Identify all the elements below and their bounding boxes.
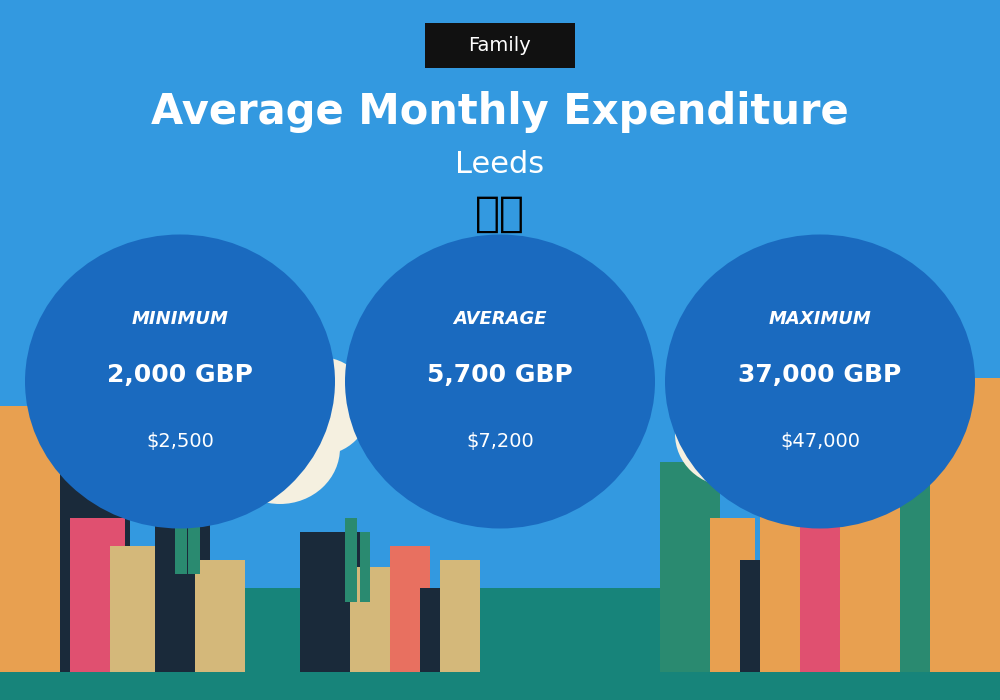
Text: 🇬🇧: 🇬🇧 xyxy=(475,193,525,235)
Text: $7,200: $7,200 xyxy=(466,431,534,451)
Ellipse shape xyxy=(665,234,975,528)
Text: Average Monthly Expenditure: Average Monthly Expenditure xyxy=(151,91,849,133)
Text: 5,700 GBP: 5,700 GBP xyxy=(427,363,573,386)
FancyBboxPatch shape xyxy=(195,560,245,672)
Text: MAXIMUM: MAXIMUM xyxy=(769,309,871,328)
FancyBboxPatch shape xyxy=(425,22,575,69)
Text: MINIMUM: MINIMUM xyxy=(132,309,228,328)
Polygon shape xyxy=(750,389,768,406)
Ellipse shape xyxy=(675,382,785,486)
Polygon shape xyxy=(750,406,768,424)
Text: 37,000 GBP: 37,000 GBP xyxy=(738,363,902,386)
Polygon shape xyxy=(32,402,50,420)
FancyBboxPatch shape xyxy=(440,560,480,672)
FancyBboxPatch shape xyxy=(420,588,450,672)
Ellipse shape xyxy=(220,392,340,504)
Polygon shape xyxy=(732,389,750,406)
Polygon shape xyxy=(732,406,750,424)
FancyBboxPatch shape xyxy=(345,518,357,602)
FancyBboxPatch shape xyxy=(800,476,845,672)
Text: Leeds: Leeds xyxy=(455,150,545,179)
FancyBboxPatch shape xyxy=(900,462,945,672)
Text: $47,000: $47,000 xyxy=(780,431,860,451)
Text: AVERAGE: AVERAGE xyxy=(453,309,547,328)
FancyBboxPatch shape xyxy=(360,532,370,602)
FancyBboxPatch shape xyxy=(70,518,125,672)
FancyBboxPatch shape xyxy=(350,567,400,672)
Text: $2,500: $2,500 xyxy=(146,431,214,451)
FancyBboxPatch shape xyxy=(710,518,755,672)
Text: Family: Family xyxy=(469,36,531,55)
Ellipse shape xyxy=(345,234,655,528)
Ellipse shape xyxy=(270,357,370,455)
FancyBboxPatch shape xyxy=(155,476,210,672)
FancyBboxPatch shape xyxy=(60,434,130,672)
FancyBboxPatch shape xyxy=(300,532,360,672)
Polygon shape xyxy=(50,402,68,420)
FancyBboxPatch shape xyxy=(110,546,170,672)
FancyBboxPatch shape xyxy=(390,546,430,672)
FancyBboxPatch shape xyxy=(760,448,815,672)
FancyBboxPatch shape xyxy=(740,560,780,672)
Ellipse shape xyxy=(25,234,335,528)
FancyBboxPatch shape xyxy=(175,448,187,574)
Text: 2,000 GBP: 2,000 GBP xyxy=(107,363,253,386)
FancyBboxPatch shape xyxy=(188,462,200,574)
FancyBboxPatch shape xyxy=(0,588,1000,700)
FancyBboxPatch shape xyxy=(930,378,1000,672)
FancyBboxPatch shape xyxy=(0,406,70,672)
Ellipse shape xyxy=(725,354,815,444)
FancyBboxPatch shape xyxy=(840,406,910,672)
Polygon shape xyxy=(32,420,50,438)
Polygon shape xyxy=(50,420,68,438)
FancyBboxPatch shape xyxy=(660,462,720,672)
